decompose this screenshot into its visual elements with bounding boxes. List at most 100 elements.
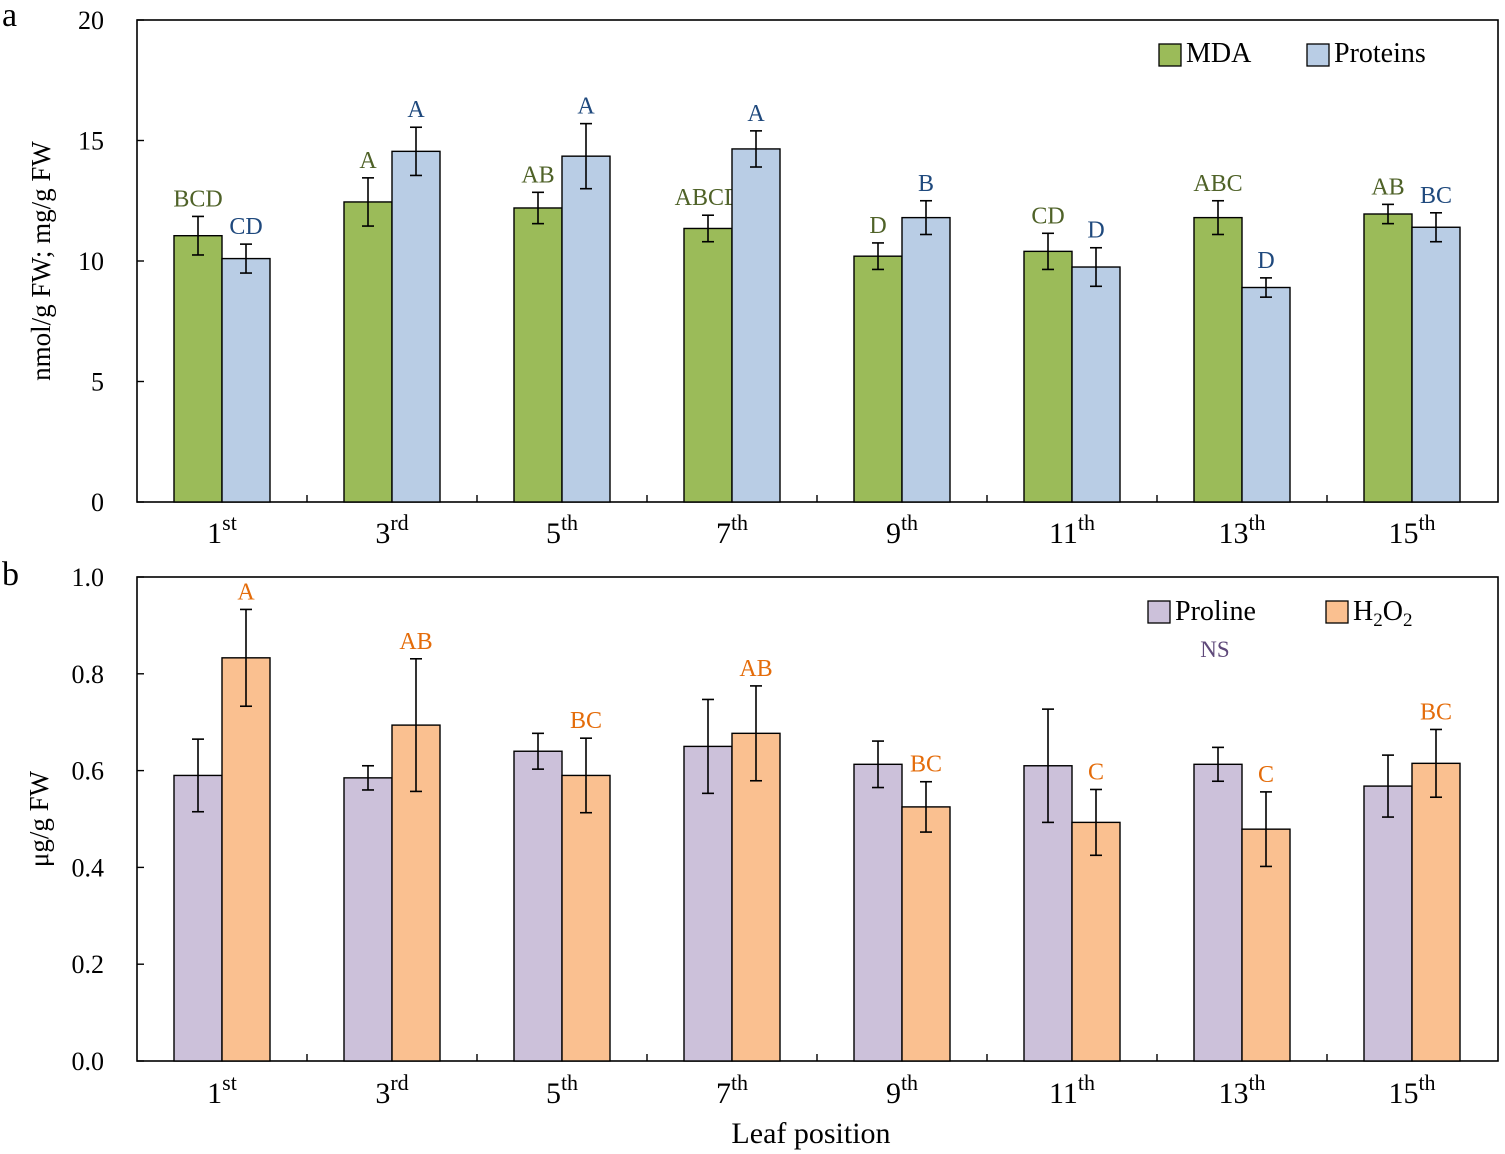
category-label-number: 5 — [546, 1077, 561, 1110]
legend-h2o2-o: O — [1383, 596, 1403, 627]
legend-proline-swatch — [1147, 600, 1171, 624]
panel-a-significance-letter: B — [918, 171, 934, 197]
panel-b-significance-letter: C — [1088, 759, 1104, 785]
category-label-suffix: rd — [390, 510, 408, 535]
legend-mda-swatch — [1158, 43, 1182, 67]
panel-a-bar-proteins — [561, 155, 611, 503]
panel-b-ytick-label-4: 0.8 — [72, 660, 105, 689]
panel-b-bar-h2o2 — [731, 732, 781, 1062]
panel-b-ytick-label-1: 0.2 — [72, 950, 105, 979]
panel-b-bar-proline — [853, 763, 903, 1062]
panel-a-significance-letter: A — [747, 101, 765, 127]
panel-a-ylabel: nmol/g FW; mg/g FW — [26, 141, 56, 381]
category-label-number: 13 — [1218, 1077, 1248, 1110]
panel-a-category-label: 15th — [1388, 510, 1435, 550]
panel-a-significance-letter: CD — [229, 214, 262, 240]
panel-a-significance-letter: ABCD — [675, 185, 742, 211]
panel-a-significance-letter: ABC — [1193, 171, 1242, 197]
panel-label-a: a — [2, 0, 17, 34]
panel-a-category-label: 7th — [716, 510, 748, 550]
legend-proteins-swatch — [1306, 43, 1330, 67]
category-label-number: 5 — [546, 517, 561, 550]
panel-b-plot-frame — [136, 576, 1499, 1062]
panel-b-category-label: 3rd — [375, 1070, 408, 1110]
legend-h2o2-label: H2O2 — [1353, 596, 1412, 631]
category-label-number: 7 — [716, 517, 731, 550]
panel-a-ytick-label-3: 15 — [78, 127, 104, 156]
category-label-suffix: th — [1248, 1070, 1265, 1095]
legend-h2o2-sub2: 2 — [1403, 610, 1413, 631]
panel-b-category-label: 11th — [1049, 1070, 1095, 1110]
panel-b-bars: A AB BC AB BC C C BC — [173, 579, 1461, 1062]
panel-a-bar-mda — [683, 227, 733, 503]
category-label-suffix: th — [901, 1070, 918, 1095]
panel-b-bar-h2o2 — [1411, 762, 1461, 1062]
panel-b-category-label: 5th — [546, 1070, 578, 1110]
panel-b-significance-letter: A — [237, 579, 255, 605]
panel-b-bar-proline — [1363, 785, 1413, 1062]
panel-a-category-label: 1st — [207, 510, 237, 550]
category-label-suffix: st — [222, 1070, 237, 1095]
panel-b-category-label: 13th — [1218, 1070, 1265, 1110]
panel-a-category-label: 11th — [1049, 510, 1095, 550]
panel-a-ytick-label-2: 10 — [78, 247, 104, 276]
panel-a-significance-letter: AB — [521, 162, 554, 188]
panel-b-bar-proline — [173, 774, 223, 1062]
panel-b-significance-letter: BC — [910, 752, 942, 778]
category-label-suffix: st — [222, 510, 237, 535]
panel-a-bar-proteins — [1241, 286, 1291, 503]
legend-h2o2-h: H — [1353, 596, 1373, 627]
category-label-number: 1 — [207, 1077, 222, 1110]
panel-b-significance-letter: BC — [1420, 699, 1452, 725]
category-label-suffix: th — [561, 1070, 578, 1095]
panel-b-significance-letter: C — [1258, 762, 1274, 788]
category-label-suffix: th — [1418, 510, 1435, 535]
legend-h2o2-sub1: 2 — [1373, 610, 1383, 631]
panel-a-bar-mda — [1193, 216, 1243, 503]
category-label-number: 11 — [1049, 1077, 1078, 1110]
category-label-suffix: rd — [390, 1070, 408, 1095]
panel-a-significance-letter: A — [407, 97, 425, 123]
panel-a-significance-letter: D — [1087, 218, 1104, 244]
panel-b-bar-h2o2 — [1071, 821, 1121, 1062]
category-label-suffix: th — [731, 1070, 748, 1095]
panel-b-category-label: 15th — [1388, 1070, 1435, 1110]
panel-a-bar-mda — [513, 207, 563, 503]
panel-b-legend: Proline H2O2 NS — [1147, 596, 1412, 662]
panel-a-category-label: 5th — [546, 510, 578, 550]
category-label-suffix: th — [731, 510, 748, 535]
category-label-number: 13 — [1218, 517, 1248, 550]
panel-b-bar-h2o2 — [901, 806, 951, 1062]
panel-b-significance-letter: BC — [570, 708, 602, 734]
panel-b-bar-proline — [513, 750, 563, 1062]
category-label-suffix: th — [1078, 1070, 1095, 1095]
panel-b-bar-h2o2 — [1241, 828, 1291, 1062]
panel-b-category-label: 1st — [207, 1070, 237, 1110]
panel-a-bar-proteins — [1071, 266, 1121, 503]
panel-a-significance-letter: BC — [1420, 183, 1452, 209]
panel-a-ytick-label-4: 20 — [78, 6, 104, 35]
panel-b-ns-annotation: NS — [1200, 637, 1229, 662]
category-label-number: 7 — [716, 1077, 731, 1110]
panel-a-significance-letter: D — [1257, 248, 1274, 274]
panel-a-bar-mda — [1023, 250, 1073, 503]
panel-a-bar-mda — [173, 234, 223, 503]
panel-a-significance-letter: A — [577, 94, 595, 120]
category-label-suffix: th — [1248, 510, 1265, 535]
panel-label-b: b — [2, 556, 19, 593]
panel-a-significance-letter: CD — [1031, 203, 1064, 229]
category-label-number: 3 — [375, 517, 390, 550]
category-label-suffix: th — [1418, 1070, 1435, 1095]
panel-a-category-label: 13th — [1218, 510, 1265, 550]
category-label-suffix: th — [1078, 510, 1095, 535]
panel-b-ytick-label-3: 0.6 — [72, 757, 105, 786]
category-label-number: 15 — [1388, 1077, 1418, 1110]
category-label-number: 11 — [1049, 517, 1078, 550]
panel-b-significance-letter: AB — [399, 629, 432, 655]
panel-b-category-label: 7th — [716, 1070, 748, 1110]
panel-a-ytick-label-0: 0 — [91, 488, 104, 517]
